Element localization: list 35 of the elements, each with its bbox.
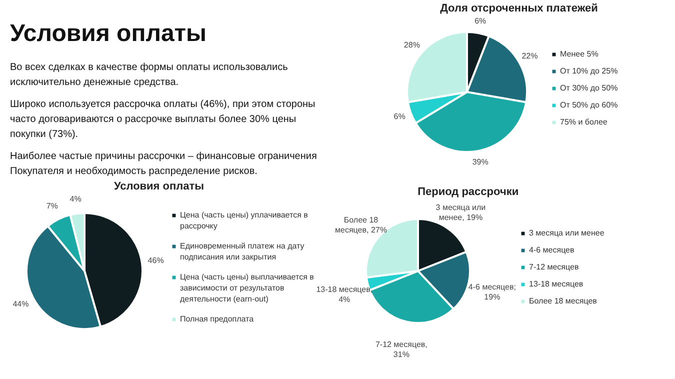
legend-label: От 10% до 25%	[560, 66, 618, 76]
legend-label: Цена (часть цены) уплачивается в рассрочку	[180, 210, 308, 230]
legend-label: Более 18 месяцев	[529, 296, 597, 306]
data-label: 4%	[70, 194, 82, 204]
data-label: 7-12 месяцев, 31%	[375, 340, 428, 360]
data-label: 44%	[12, 299, 29, 308]
data-label: 6%	[474, 16, 486, 26]
legend-label: 4-6 месяцев	[529, 246, 574, 254]
data-label: Более 18 месяцев, 27%	[335, 216, 387, 235]
data-label: 3 месяца или менее, 19%	[436, 203, 486, 222]
text: Условия оплаты	[10, 20, 207, 47]
legend-label: Цена (часть цены) выплачивается в зависимости от результатов деятельности (earn-out)	[180, 272, 314, 304]
chart-title: Доля отсроченных платежей	[440, 2, 598, 14]
legend-label: 13-18 месяцев	[529, 280, 584, 288]
text: Во всех сделках в качестве формы оплаты использовались исключительно денежные средства.	[10, 62, 288, 88]
legend-label: Единовременный платеж на дату подписания или закрытия	[180, 242, 304, 262]
legend-label: Менее 5%	[560, 50, 598, 58]
text: Широко используется рассрочка оплаты (46%), при этом стороны часто договариваются о рассрочке выплаты более 30% цены покупки (73%).	[10, 99, 316, 140]
legend-label: От 50% до 60%	[560, 100, 618, 110]
legend-label: 75% и более	[560, 118, 608, 126]
data-label: 28%	[404, 40, 420, 50]
legend-label: 7-12 месяцев	[529, 262, 579, 272]
legend-label: От 30% до 50%	[560, 84, 618, 92]
legend-label: 3 месяца или менее	[529, 228, 605, 238]
data-label: 39%	[472, 158, 488, 167]
data-label: 46%	[148, 256, 164, 265]
data-label: 13-18 месяцев, 4%	[316, 284, 373, 304]
data-label: 22%	[522, 52, 538, 61]
chart-title: Период рассрочки	[418, 186, 519, 198]
data-label: 7%	[46, 202, 58, 211]
data-label: 6%	[394, 112, 406, 122]
legend-label: Полная предоплата	[180, 314, 254, 324]
data-label: 4-6 месяцев; 19%	[468, 282, 516, 302]
text: Наиболее частые причины рассрочки – финансовые ограничения Покупателя и необходимость распределение рисков.	[10, 151, 317, 177]
chart-title: Условия оплаты	[114, 180, 204, 193]
